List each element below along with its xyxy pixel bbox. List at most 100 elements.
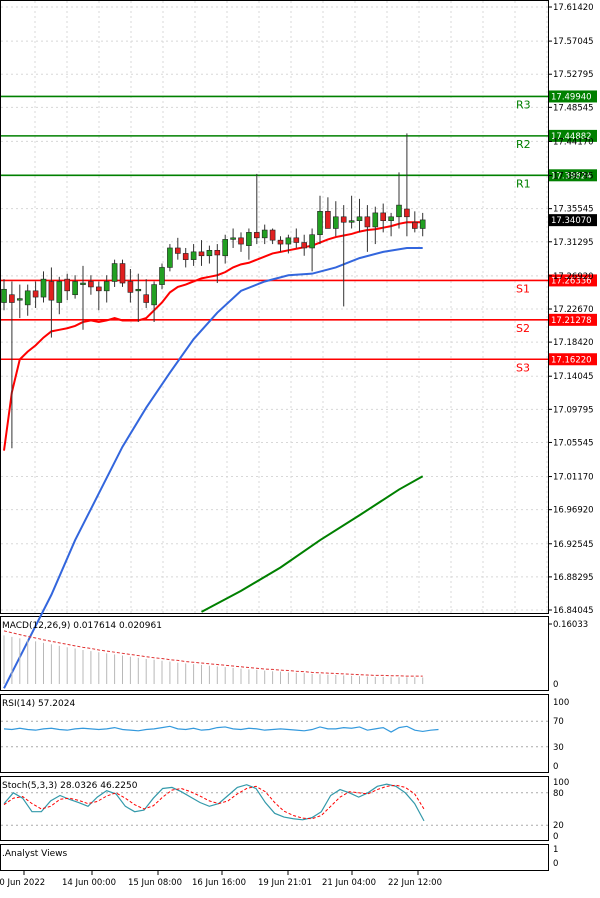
- candle-body: [72, 281, 78, 296]
- stoch-panel-frame: [0, 776, 549, 841]
- candle-body: [411, 221, 418, 229]
- candle-body: [151, 284, 157, 306]
- y-tick-label: 17.22670: [553, 305, 594, 315]
- candle-body: [230, 237, 236, 240]
- candle-body: [1, 288, 7, 303]
- y-tick-label: 16.84045: [553, 606, 594, 616]
- x-tick-label: 15 Jun 08:00: [128, 878, 182, 888]
- ma-fast-line: [3, 221, 423, 451]
- level-tag-r2: [549, 129, 597, 142]
- macd-signal-line: [3, 630, 423, 677]
- rsi-title: RSI(14) 57.2024: [2, 699, 75, 709]
- rsi-y-label: 30: [553, 743, 564, 753]
- y-tick-label: 17.09795: [553, 405, 594, 415]
- y-tick-label: 17.18420: [553, 338, 594, 348]
- y-tick-label: 17.05545: [553, 438, 594, 448]
- rsi-plot: 100 70 30 0: [1, 698, 569, 772]
- macd-y-label: 0.16033: [553, 620, 588, 630]
- stoch-k-line: [3, 783, 425, 822]
- y-tick-label: 17.14045: [553, 372, 594, 382]
- candle-body: [56, 281, 63, 303]
- y-tick-label: 17.01170: [553, 473, 594, 483]
- rsi-y-label: 100: [553, 698, 569, 708]
- stoch-d-line: [3, 784, 425, 820]
- level-name-r2: R2: [516, 138, 531, 151]
- candles: [1, 133, 426, 449]
- price-panel-frame: [0, 0, 549, 614]
- y-tick-label: 16.92545: [553, 540, 594, 550]
- x-tick-label: 21 Jun 04:00: [322, 878, 376, 888]
- y-tick-label: 17.39795: [553, 172, 594, 182]
- level-tag-s2: [549, 313, 597, 326]
- candle-body: [119, 263, 126, 284]
- stoch-y-label: 20: [553, 821, 564, 831]
- x-tick-label: 10 Jun 2022: [0, 878, 45, 888]
- rsi-y-label: 0: [553, 762, 558, 772]
- stoch-y-label: 80: [553, 789, 564, 799]
- candle-body: [254, 232, 260, 239]
- time-axis: 1 0 10 Jun 2022 14 Jun 00:00 15 Jun 08:00 16 …: [0, 845, 558, 888]
- rsi-y-label: 70: [553, 717, 564, 727]
- stoch-y-label: 100: [553, 778, 569, 788]
- level-name-s2: S2: [516, 322, 530, 335]
- level-value-r2: 17.44882: [551, 132, 592, 142]
- grid: [1, 1, 548, 613]
- y-tick-label: 17.44170: [553, 137, 594, 147]
- y-tick-label: 16.96920: [553, 506, 594, 516]
- ma-mid-line: [3, 246, 423, 689]
- candle-body: [380, 212, 387, 221]
- level-name-s3: S3: [516, 361, 530, 374]
- candle-body: [127, 281, 134, 293]
- level-name-r3: R3: [516, 98, 531, 111]
- analyst-panel-frame: [0, 844, 549, 871]
- x-tick-label: 22 Jun 12:00: [388, 878, 442, 888]
- y-tick-label: 17.35545: [553, 205, 594, 215]
- candle-body: [238, 237, 244, 245]
- candle-body: [159, 267, 165, 285]
- candle-body: [40, 278, 47, 298]
- candle-body: [167, 247, 173, 268]
- candle-body: [198, 251, 205, 257]
- candle-body: [214, 250, 221, 256]
- moving-averages: [3, 221, 424, 689]
- analyst-y-label: 1: [553, 845, 558, 855]
- candle-body: [143, 294, 149, 303]
- y-tick-label: 17.26920: [553, 272, 594, 282]
- candle-body: [103, 281, 110, 292]
- candle-body: [301, 242, 308, 249]
- candle-body: [96, 286, 102, 292]
- y-tick-label: 17.52795: [553, 70, 594, 80]
- candle-body: [135, 288, 142, 292]
- analyst-title: .Analyst Views: [2, 849, 67, 859]
- candle-body: [269, 229, 276, 241]
- stoch-title: Stoch(5,3,3) 28.0326 46.2250: [2, 781, 138, 791]
- candle-body: [64, 278, 70, 292]
- level-tag-r3: [549, 90, 597, 103]
- candle-body: [340, 216, 347, 223]
- y-tick-label: 16.88295: [553, 573, 594, 583]
- candle-body: [364, 216, 371, 228]
- candle-body: [317, 211, 323, 236]
- macd-y-label: 0: [553, 680, 558, 690]
- current-price-label: 17.34070: [551, 216, 592, 226]
- candle-body: [309, 234, 315, 249]
- candle-body: [356, 216, 363, 221]
- level-tag-s3: [549, 353, 597, 366]
- candle-body: [32, 290, 39, 298]
- candle-body: [9, 294, 15, 303]
- y-tick-label: 17.57045: [553, 37, 594, 47]
- candle-body: [285, 237, 292, 245]
- candle-body: [222, 239, 228, 257]
- candle-body: [419, 219, 426, 229]
- macd-plot: 0.16033 0: [3, 620, 588, 690]
- analyst-y-label: 0: [553, 859, 558, 869]
- pivot-levels: R3 17.49940 R2 17.44882 R1 17.39824 S1 17.26336…: [1, 90, 597, 374]
- level-value-s1: 17.26336: [551, 276, 592, 286]
- y-tick-label: 17.48545: [553, 103, 594, 113]
- candle-body: [190, 251, 197, 260]
- level-tag-r1: [549, 169, 597, 182]
- level-tag-s1: [549, 274, 597, 287]
